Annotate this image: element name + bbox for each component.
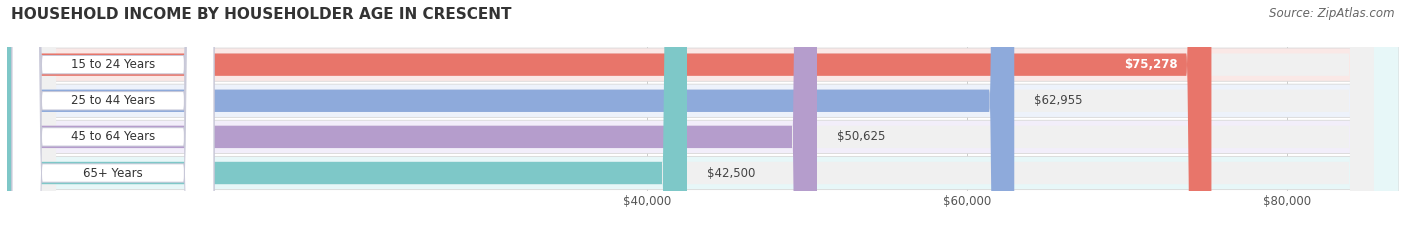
FancyBboxPatch shape [7,0,1212,233]
FancyBboxPatch shape [13,0,214,233]
Text: 15 to 24 Years: 15 to 24 Years [70,58,155,71]
FancyBboxPatch shape [32,0,1374,233]
Text: $75,278: $75,278 [1125,58,1178,71]
FancyBboxPatch shape [7,0,1399,233]
FancyBboxPatch shape [7,0,1399,233]
Text: 65+ Years: 65+ Years [83,167,143,179]
Text: $50,625: $50,625 [837,130,886,143]
FancyBboxPatch shape [32,0,1374,233]
FancyBboxPatch shape [7,0,1014,233]
Text: $42,500: $42,500 [707,167,755,179]
FancyBboxPatch shape [13,0,214,233]
Text: $62,955: $62,955 [1035,94,1083,107]
FancyBboxPatch shape [7,0,1399,233]
Text: HOUSEHOLD INCOME BY HOUSEHOLDER AGE IN CRESCENT: HOUSEHOLD INCOME BY HOUSEHOLDER AGE IN C… [11,7,512,22]
Text: 25 to 44 Years: 25 to 44 Years [70,94,155,107]
FancyBboxPatch shape [32,0,1374,233]
Text: Source: ZipAtlas.com: Source: ZipAtlas.com [1270,7,1395,20]
Text: 45 to 64 Years: 45 to 64 Years [70,130,155,143]
FancyBboxPatch shape [7,0,1399,233]
FancyBboxPatch shape [13,0,214,233]
FancyBboxPatch shape [32,0,1374,233]
FancyBboxPatch shape [7,0,688,233]
FancyBboxPatch shape [7,0,817,233]
FancyBboxPatch shape [13,0,214,233]
